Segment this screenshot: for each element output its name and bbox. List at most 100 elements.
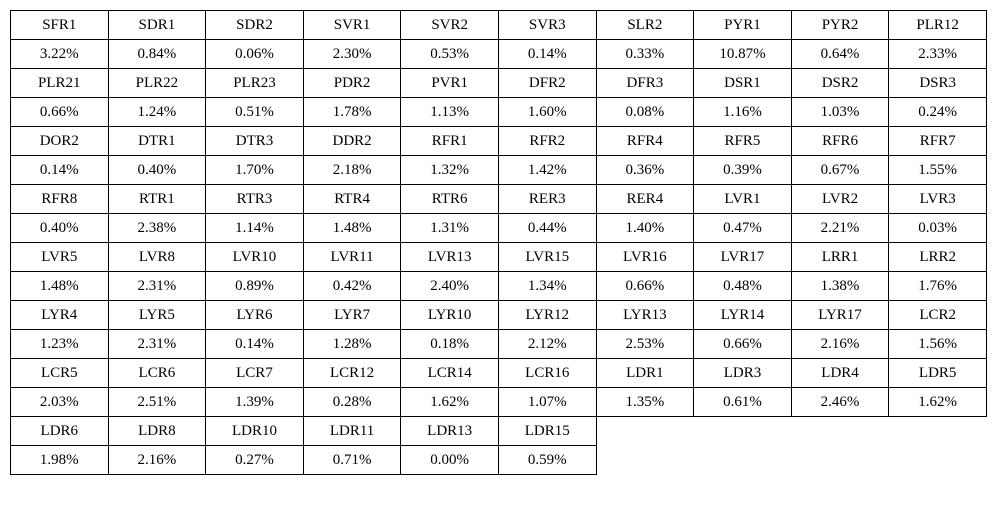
table-cell-empty	[596, 446, 694, 475]
table-cell: 1.13%	[401, 98, 499, 127]
table-cell: 1.76%	[889, 272, 987, 301]
table-row: LDR6 LDR8 LDR10 LDR11 LDR13 LDR15	[11, 417, 987, 446]
table-cell: 0.66%	[596, 272, 694, 301]
table-cell: PYR1	[694, 11, 792, 40]
table-cell: LDR4	[791, 359, 889, 388]
table-cell: LYR6	[206, 301, 304, 330]
table-cell: 1.35%	[596, 388, 694, 417]
table-cell: LYR10	[401, 301, 499, 330]
table-cell: LCR2	[889, 301, 987, 330]
table-cell: LVR17	[694, 243, 792, 272]
table-cell: 1.14%	[206, 214, 304, 243]
table-cell: 2.38%	[108, 214, 206, 243]
table-cell: PLR12	[889, 11, 987, 40]
table-cell-empty	[596, 417, 694, 446]
table-cell: LYR4	[11, 301, 109, 330]
table-cell: 0.40%	[108, 156, 206, 185]
table-cell: DOR2	[11, 127, 109, 156]
table-cell: LDR1	[596, 359, 694, 388]
table-cell: 1.32%	[401, 156, 499, 185]
table-cell: RTR3	[206, 185, 304, 214]
table-row: RFR8 RTR1 RTR3 RTR4 RTR6 RER3 RER4 LVR1 …	[11, 185, 987, 214]
table-cell: LYR5	[108, 301, 206, 330]
table-cell: 1.56%	[889, 330, 987, 359]
table-cell: 10.87%	[694, 40, 792, 69]
table-row: 1.23% 2.31% 0.14% 1.28% 0.18% 2.12% 2.53…	[11, 330, 987, 359]
table-cell: 2.21%	[791, 214, 889, 243]
table-cell: LDR10	[206, 417, 304, 446]
table-cell: 2.16%	[108, 446, 206, 475]
table-cell: 2.46%	[791, 388, 889, 417]
table-cell: 2.18%	[303, 156, 401, 185]
table-cell: LCR16	[498, 359, 596, 388]
table-row: DOR2 DTR1 DTR3 DDR2 RFR1 RFR2 RFR4 RFR5 …	[11, 127, 987, 156]
table-cell: 0.64%	[791, 40, 889, 69]
table-cell: RFR6	[791, 127, 889, 156]
table-cell: LCR14	[401, 359, 499, 388]
table-cell: 1.16%	[694, 98, 792, 127]
table-cell: 1.62%	[401, 388, 499, 417]
table-cell: DSR3	[889, 69, 987, 98]
table-cell: 0.08%	[596, 98, 694, 127]
table-cell: 2.53%	[596, 330, 694, 359]
table-cell: 0.14%	[11, 156, 109, 185]
table-cell: 2.03%	[11, 388, 109, 417]
table-cell-empty	[694, 417, 792, 446]
table-cell: LDR11	[303, 417, 401, 446]
table-row: 2.03% 2.51% 1.39% 0.28% 1.62% 1.07% 1.35…	[11, 388, 987, 417]
table-cell: PLR22	[108, 69, 206, 98]
table-cell: 1.40%	[596, 214, 694, 243]
table-cell: LVR11	[303, 243, 401, 272]
table-row: LVR5 LVR8 LVR10 LVR11 LVR13 LVR15 LVR16 …	[11, 243, 987, 272]
table-cell: 1.70%	[206, 156, 304, 185]
table-cell-empty	[694, 446, 792, 475]
table-cell: LDR5	[889, 359, 987, 388]
table-cell: 0.39%	[694, 156, 792, 185]
table-cell: 1.23%	[11, 330, 109, 359]
table-cell: 3.22%	[11, 40, 109, 69]
table-row: LYR4 LYR5 LYR6 LYR7 LYR10 LYR12 LYR13 LY…	[11, 301, 987, 330]
table-row: 1.48% 2.31% 0.89% 0.42% 2.40% 1.34% 0.66…	[11, 272, 987, 301]
table-cell: LDR15	[498, 417, 596, 446]
table-cell: RTR4	[303, 185, 401, 214]
table-cell: DFR3	[596, 69, 694, 98]
table-cell: DDR2	[303, 127, 401, 156]
table-row: 0.14% 0.40% 1.70% 2.18% 1.32% 1.42% 0.36…	[11, 156, 987, 185]
table-cell: RFR5	[694, 127, 792, 156]
table-row: 0.40% 2.38% 1.14% 1.48% 1.31% 0.44% 1.40…	[11, 214, 987, 243]
table-cell: LCR12	[303, 359, 401, 388]
table-cell: LVR13	[401, 243, 499, 272]
table-cell: 0.27%	[206, 446, 304, 475]
table-cell: 2.30%	[303, 40, 401, 69]
table-row: LCR5 LCR6 LCR7 LCR12 LCR14 LCR16 LDR1 LD…	[11, 359, 987, 388]
table-cell: PVR1	[401, 69, 499, 98]
table-cell: 1.24%	[108, 98, 206, 127]
table-cell: DTR3	[206, 127, 304, 156]
table-cell: 0.14%	[206, 330, 304, 359]
table-cell: 1.39%	[206, 388, 304, 417]
table-cell: 1.60%	[498, 98, 596, 127]
table-cell: PLR21	[11, 69, 109, 98]
table-cell: 0.42%	[303, 272, 401, 301]
data-table: SFR1 SDR1 SDR2 SVR1 SVR2 SVR3 SLR2 PYR1 …	[10, 10, 987, 475]
table-cell: PDR2	[303, 69, 401, 98]
table-cell: LYR17	[791, 301, 889, 330]
table-cell: SVR1	[303, 11, 401, 40]
table-cell: LVR1	[694, 185, 792, 214]
table-cell: LDR8	[108, 417, 206, 446]
table-cell: 0.59%	[498, 446, 596, 475]
table-cell: SDR1	[108, 11, 206, 40]
table-cell: PLR23	[206, 69, 304, 98]
table-cell: LDR3	[694, 359, 792, 388]
table-cell: 0.71%	[303, 446, 401, 475]
table-cell: 1.48%	[11, 272, 109, 301]
table-cell: 0.48%	[694, 272, 792, 301]
table-cell: RTR6	[401, 185, 499, 214]
table-cell: 1.42%	[498, 156, 596, 185]
table-cell: LVR2	[791, 185, 889, 214]
table-cell: 0.40%	[11, 214, 109, 243]
table-cell-empty	[889, 446, 987, 475]
table-cell: LVR5	[11, 243, 109, 272]
table-cell: LCR7	[206, 359, 304, 388]
table-cell: 2.33%	[889, 40, 987, 69]
